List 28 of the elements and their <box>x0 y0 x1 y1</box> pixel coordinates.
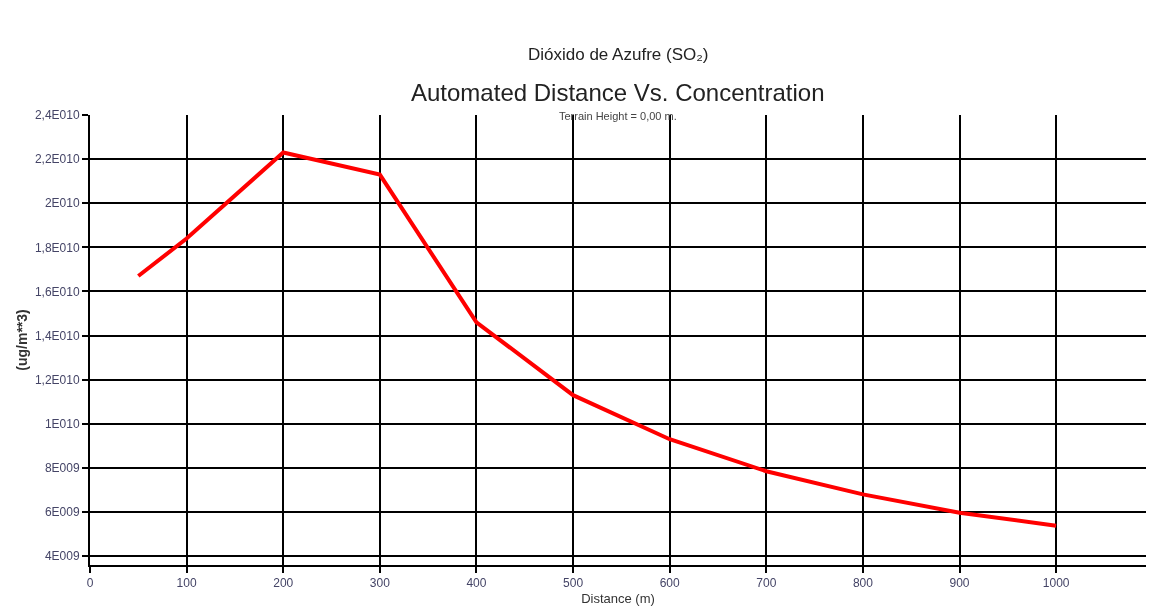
text: Dióxido de Azufre (SO₂) <box>528 45 709 64</box>
x-axis-title: Distance (m) <box>581 590 655 606</box>
line-series <box>136 150 1059 528</box>
x-tick-label: 200 <box>273 576 294 591</box>
y-tick-label: 1,8E010 <box>34 240 80 255</box>
y-tick-label: 2,4E010 <box>34 108 80 123</box>
y-tick-label: 2,2E010 <box>34 152 80 167</box>
y-tick-label: 1,6E010 <box>34 284 80 299</box>
y-tick-label: 1E010 <box>44 417 80 432</box>
x-tick-label: 400 <box>466 576 487 591</box>
y-tick-label: 6E009 <box>44 505 80 520</box>
y-tick-label: 2E010 <box>44 196 80 211</box>
y-tick-label: 1,4E010 <box>34 328 80 343</box>
x-tick-label: 500 <box>563 576 584 591</box>
x-tick-label: 900 <box>949 576 970 591</box>
chart-subtitle: Terrain Height = 0,00 m. <box>559 110 677 122</box>
chart-title: Automated Distance Vs. Concentration <box>411 79 825 106</box>
x-tick-label: 700 <box>756 576 777 591</box>
y-tick-label: 1,2E010 <box>34 372 80 387</box>
x-tick-label: 1000 <box>1042 576 1070 591</box>
y-axis-title: (ug/m**3) <box>13 309 30 371</box>
x-tick-label: 600 <box>659 576 681 591</box>
x-tick-label: 800 <box>852 576 874 591</box>
x-tick-label: 300 <box>369 576 391 591</box>
y-tick-label: 8E009 <box>44 461 80 476</box>
x-tick-label: 0 <box>86 576 94 591</box>
x-tick-label: 100 <box>176 576 197 591</box>
y-tick-label: 4E009 <box>44 549 80 564</box>
